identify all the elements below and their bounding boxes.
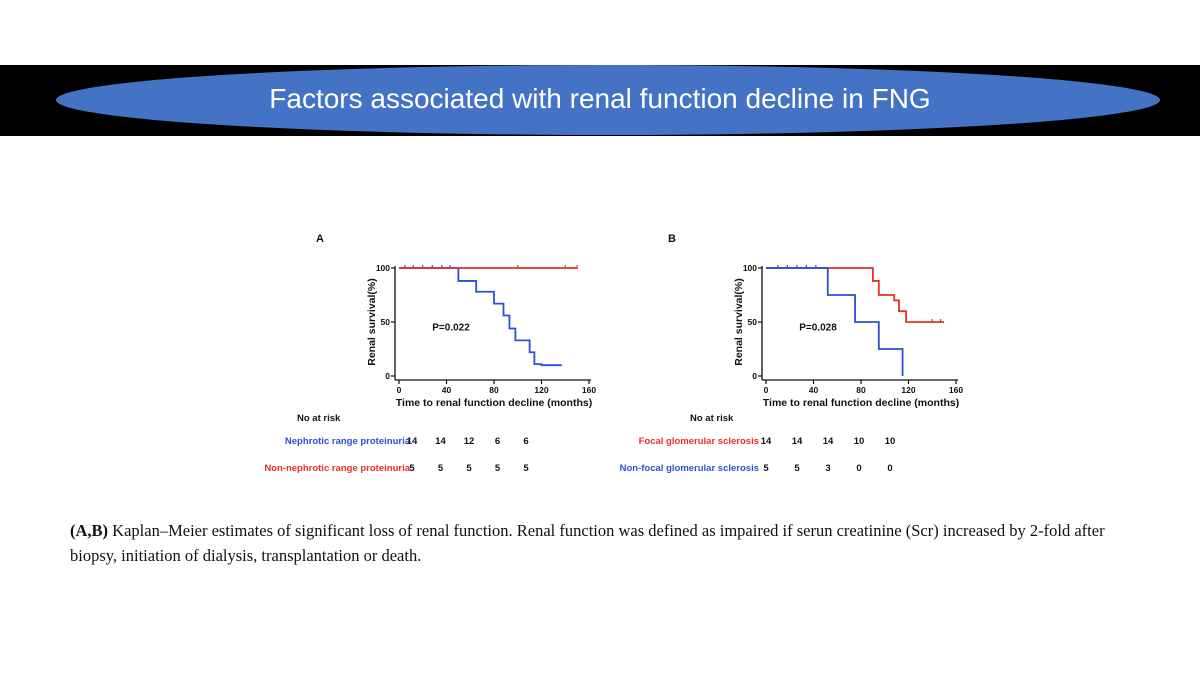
- x-axis-label: Time to renal function decline (months): [396, 397, 592, 409]
- x-tick-label: 0: [397, 385, 402, 395]
- km-plot-a: A 0 50 100 0 40 80 120 160 Time to renal function…: [316, 233, 596, 409]
- risk-count: 14: [435, 436, 446, 447]
- y-tick-label: 100: [376, 263, 390, 273]
- slide-title: Factors associated with renal function d…: [269, 83, 931, 114]
- survival-curve-2: [766, 267, 904, 376]
- risk-count: 5: [466, 463, 472, 474]
- title-ellipse: [56, 65, 1160, 135]
- km-chart-b: B 0 50 100 0 40 80 120 160 Time to renal function…: [606, 228, 986, 488]
- risk-header: No at risk: [690, 413, 734, 424]
- risk-count: 5: [763, 463, 769, 474]
- p-value-label: P=0.028: [799, 323, 837, 334]
- risk-row-label: Non-nephrotic range proteinuria: [264, 463, 410, 474]
- risk-count: 14: [760, 436, 772, 447]
- x-tick-label: 80: [856, 385, 866, 395]
- y-axis-label: Renal survival(%): [366, 278, 378, 366]
- y-tick-label: 0: [385, 371, 390, 381]
- survival-curve-1: [766, 267, 945, 323]
- risk-count: 0: [887, 463, 893, 474]
- x-tick-label: 40: [809, 385, 819, 395]
- risk-count: 5: [409, 463, 415, 474]
- x-tick-label: 0: [764, 385, 769, 395]
- risk-row-label: Non-focal glomerular sclerosis: [619, 463, 759, 474]
- y-tick-label: 0: [752, 371, 757, 381]
- risk-count: 14: [822, 436, 834, 447]
- figure-caption: (A,B) Kaplan–Meier estimates of signific…: [70, 518, 1140, 568]
- risk-count: 10: [853, 436, 865, 447]
- y-tick-label: 100: [743, 263, 757, 273]
- risk-count: 12: [463, 436, 475, 447]
- risk-count: 10: [884, 436, 896, 447]
- survival-curve-1: [399, 267, 562, 367]
- x-tick-label: 120: [901, 385, 915, 395]
- risk-count: 14: [791, 436, 803, 447]
- caption-text: Kaplan–Meier estimates of significant lo…: [70, 521, 1105, 565]
- x-tick-label: 120: [534, 385, 548, 395]
- x-tick-label: 160: [949, 385, 963, 395]
- risk-count: 5: [494, 463, 501, 474]
- x-axis-label: Time to renal function decline (months): [763, 397, 959, 409]
- risk-count: 5: [794, 463, 800, 474]
- km-chart-a: A 0 50 100 0 40 80 120 160 Time to renal function…: [240, 228, 620, 488]
- risk-count: 5: [437, 463, 444, 474]
- risk-count: 0: [856, 463, 862, 474]
- risk-row-label: Focal glomerular sclerosis: [638, 436, 759, 447]
- y-tick-label: 50: [748, 317, 758, 327]
- p-value-label: P=0.022: [432, 323, 470, 334]
- panel-letter: A: [316, 233, 324, 245]
- x-tick-label: 80: [489, 385, 499, 395]
- risk-count: 6: [523, 436, 529, 447]
- x-tick-label: 160: [582, 385, 596, 395]
- risk-count: 3: [825, 463, 831, 474]
- risk-count: 5: [523, 463, 529, 474]
- y-axis-label: Renal survival(%): [733, 278, 745, 366]
- x-tick-label: 40: [442, 385, 452, 395]
- caption-bold: (A,B): [70, 521, 109, 540]
- y-tick-label: 50: [381, 317, 391, 327]
- risk-row-label: Nephrotic range proteinuria: [284, 436, 410, 447]
- risk-count: 14: [406, 436, 418, 447]
- km-plot-b: B 0 50 100 0 40 80 120 160 Time to renal function…: [668, 233, 963, 409]
- risk-count: 6: [494, 436, 501, 447]
- panel-letter: B: [668, 233, 676, 245]
- risk-header: No at risk: [297, 413, 341, 424]
